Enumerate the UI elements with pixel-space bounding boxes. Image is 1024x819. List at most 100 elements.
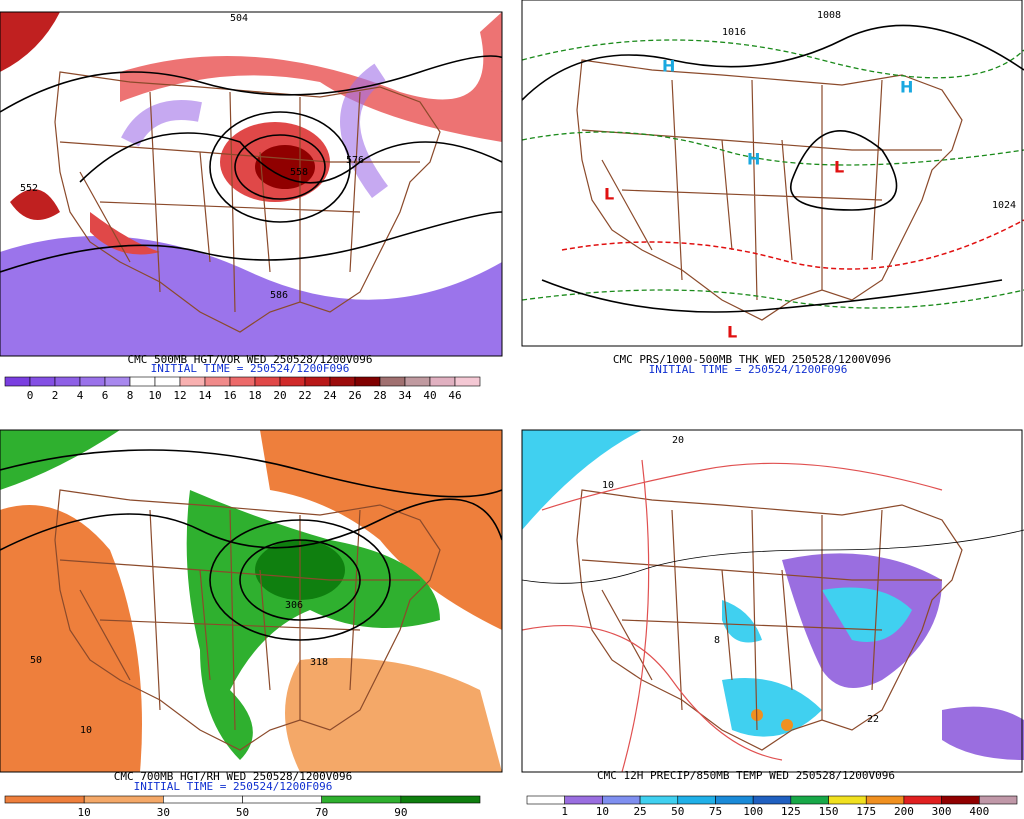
colorbar-swatch: [404, 376, 431, 387]
colorbar-swatch: [400, 795, 481, 804]
colorbar-swatch: [242, 795, 322, 804]
high-marker: H: [662, 57, 675, 76]
colorbar-label: 4: [77, 389, 84, 402]
colorbar-swatch: [677, 795, 716, 805]
panel-title: CMC 700MB HGT/RH WED 250528/1200V096: [114, 770, 352, 783]
colorbar-swatch: [828, 795, 867, 805]
panel-humidity: 10 50 306 318: [0, 429, 503, 773]
colorbar-swatch: [4, 376, 31, 387]
colorbar-label: 200: [894, 805, 914, 818]
colorbar-label: 125: [781, 805, 801, 818]
contour-label: 50: [30, 655, 42, 666]
contour-label: 1024: [992, 200, 1016, 211]
contour-label: 8: [714, 635, 720, 646]
colorbar-swatch: [790, 795, 829, 805]
colorbar: 10 30 50 70 90: [4, 795, 481, 819]
colorbar: 1 10 25 50 75 100 125 150 175 200 300 400: [526, 795, 1018, 818]
colorbar-label: 6: [102, 389, 109, 402]
colorbar-label: 10: [148, 389, 161, 402]
colorbar-swatch: [941, 795, 980, 805]
panel-vorticity: 504 552 576 586 558: [0, 11, 503, 357]
colorbar-swatch: [279, 376, 306, 387]
contour-label: 586: [270, 290, 288, 301]
colorbar-swatch: [321, 795, 402, 804]
panel-pressure: 1008 1016 1024 H H H L L L: [521, 0, 1024, 347]
contour-label: 10: [602, 480, 614, 491]
colorbar-swatch: [429, 376, 456, 387]
colorbar-label: 150: [819, 805, 839, 818]
colorbar-swatch: [254, 376, 281, 387]
colorbar-label: 10: [596, 805, 609, 818]
contour-label: 20: [672, 435, 684, 446]
colorbar-label: 30: [157, 806, 170, 819]
colorbar-swatch: [4, 795, 85, 804]
colorbar-label: 20: [273, 389, 286, 402]
colorbar-swatch: [526, 795, 565, 805]
colorbar-label: 0: [27, 389, 34, 402]
contour-label: 306: [285, 600, 303, 611]
contour-label: 10: [80, 725, 92, 736]
colorbar-label: 90: [394, 806, 407, 819]
colorbar-label: 70: [315, 806, 328, 819]
colorbar-swatch: [304, 376, 331, 387]
low-marker: L: [604, 185, 614, 204]
colorbar-label: 28: [373, 389, 386, 402]
colorbar-label: 8: [127, 389, 134, 402]
colorbar-label: 14: [198, 389, 212, 402]
colorbar-swatch: [865, 795, 905, 805]
colorbar-label: 75: [709, 805, 722, 818]
colorbar-swatch: [329, 376, 356, 387]
colorbar-label: 10: [78, 806, 91, 819]
colorbar-label: 1: [561, 805, 568, 818]
colorbar-label: 25: [633, 805, 646, 818]
colorbar-label: 400: [969, 805, 989, 818]
colorbar-swatch: [903, 795, 942, 805]
colorbar-label: 18: [248, 389, 261, 402]
colorbar: 0 2 4 6 8 10 12 14 16 18 20 22 24 26 28 34 40 46: [4, 376, 481, 402]
colorbar-swatch: [163, 795, 243, 804]
panel-title: CMC 12H PRECIP/850MB TEMP WED 250528/120…: [597, 769, 895, 782]
colorbar-swatch: [204, 376, 231, 387]
colorbar-swatch: [179, 376, 206, 387]
colorbar-label: 22: [298, 389, 311, 402]
contour-label: 1016: [722, 27, 746, 38]
panel-title: CMC PRS/1000-500MB THK WED 250528/1200V0…: [613, 353, 891, 366]
colorbar-swatch: [229, 376, 256, 387]
colorbar-label: 300: [932, 805, 952, 818]
panel-title: CMC 500MB HGT/VOR WED 250528/1200V096: [127, 353, 372, 366]
colorbar-label: 2: [52, 389, 59, 402]
colorbar-swatch: [104, 376, 131, 387]
colorbar-swatch: [79, 376, 106, 387]
high-marker: H: [900, 78, 913, 97]
init-time: INITIAL TIME = 250524/1200F096: [151, 362, 350, 375]
colorbar-label: 50: [236, 806, 249, 819]
contour-label: 318: [310, 657, 328, 668]
low-marker: L: [727, 323, 737, 342]
colorbar-swatch: [715, 795, 754, 805]
colorbar-swatch: [752, 795, 792, 805]
colorbar-swatch: [602, 795, 641, 805]
colorbar-label: 40: [423, 389, 436, 402]
colorbar-swatch: [29, 376, 56, 387]
colorbar-label: 24: [323, 389, 337, 402]
contour-label: 1008: [817, 10, 841, 21]
panel-precip: 20 10 8 22: [521, 429, 1024, 773]
contour-label: 576: [346, 155, 364, 166]
colorbar-swatch: [454, 376, 481, 387]
contour-label: 504: [230, 13, 248, 24]
low-marker: L: [834, 158, 844, 177]
colorbar-label: 26: [348, 389, 361, 402]
high-marker: H: [747, 150, 760, 169]
colorbar-label: 175: [856, 805, 876, 818]
contour-label: 22: [867, 714, 879, 725]
colorbar-swatch: [979, 795, 1018, 805]
colorbar-swatch: [129, 376, 156, 387]
colorbar-swatch: [354, 376, 381, 387]
colorbar-swatch: [564, 795, 603, 805]
colorbar-label: 46: [448, 389, 461, 402]
colorbar-label: 12: [173, 389, 186, 402]
colorbar-swatch: [639, 795, 679, 805]
colorbar-label: 16: [223, 389, 236, 402]
colorbar-swatch: [83, 795, 164, 804]
